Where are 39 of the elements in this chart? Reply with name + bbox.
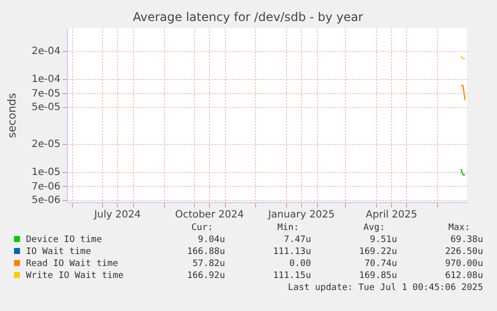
text: 970.00u [445, 259, 483, 269]
text: 0.00 [289, 259, 311, 269]
text: 612.08u [445, 271, 483, 281]
text: Min: [277, 223, 299, 233]
text: 226.50u [445, 247, 483, 257]
text: Cur: [191, 223, 213, 233]
text: 169.22u [359, 247, 397, 257]
text: Avg: [363, 223, 385, 233]
text: 111.13u [273, 247, 311, 257]
legend-label: Write IO Wait time [26, 271, 124, 281]
text: Max: [448, 223, 470, 233]
y-tick-label: 1e-05 [32, 167, 60, 178]
chart-title: Average latency for /dev/sdb - by year [132, 10, 364, 24]
text: 70.74u [364, 259, 397, 269]
y-tick-label: 5e-05 [32, 102, 60, 114]
text: Last update: Tue Jul 1 00:45:06 2025 [288, 283, 483, 293]
legend-label: IO Wait time [26, 247, 92, 257]
x-tick-label: October 2024 [175, 210, 244, 220]
y-tick-label: 2e-05 [32, 139, 60, 150]
y-tick-label: 7e-05 [32, 88, 60, 100]
text: 7.47u [284, 235, 311, 245]
text: 166.88u [187, 247, 225, 257]
y-tick-label: 5e-06 [32, 195, 60, 206]
x-tick-label: July 2024 [93, 210, 141, 220]
y-tick-label: 2e-04 [32, 46, 60, 58]
y-axis-title: seconds [6, 92, 19, 138]
x-tick-label: January 2025 [267, 210, 335, 220]
text: 166.92u [187, 271, 225, 281]
text: 69.38u [450, 235, 483, 245]
text: 9.51u [370, 235, 397, 245]
text: 9.04u [198, 235, 225, 245]
text: 57.82u [192, 259, 225, 269]
legend-label: Device IO time [26, 235, 102, 245]
text: 169.85u [359, 271, 397, 281]
legend-label: Read IO Wait time [26, 259, 118, 269]
text: 111.15u [273, 271, 311, 281]
x-tick-label: April 2025 [366, 210, 418, 220]
y-tick-label: 1e-04 [32, 74, 60, 86]
y-tick-label: 7e-06 [32, 181, 60, 192]
